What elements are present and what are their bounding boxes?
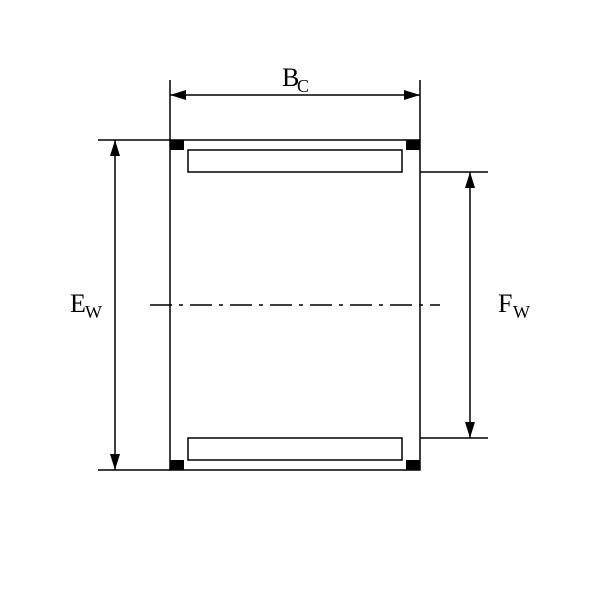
corner-block (406, 460, 420, 470)
arrowhead-icon (465, 422, 475, 438)
arrowhead-icon (404, 90, 420, 100)
label-ew: E (70, 289, 86, 318)
corner-block (170, 140, 184, 150)
label-ew-sub: W (85, 302, 102, 322)
arrowhead-icon (170, 90, 186, 100)
label-bc-sub: C (297, 76, 309, 96)
arrowhead-icon (110, 454, 120, 470)
top-roller (188, 150, 402, 172)
corner-block (406, 140, 420, 150)
bottom-roller (188, 438, 402, 460)
label-fw-sub: W (513, 302, 530, 322)
arrowhead-icon (465, 172, 475, 188)
corner-block (170, 460, 184, 470)
label-fw: F (498, 289, 512, 318)
arrowhead-icon (110, 140, 120, 156)
